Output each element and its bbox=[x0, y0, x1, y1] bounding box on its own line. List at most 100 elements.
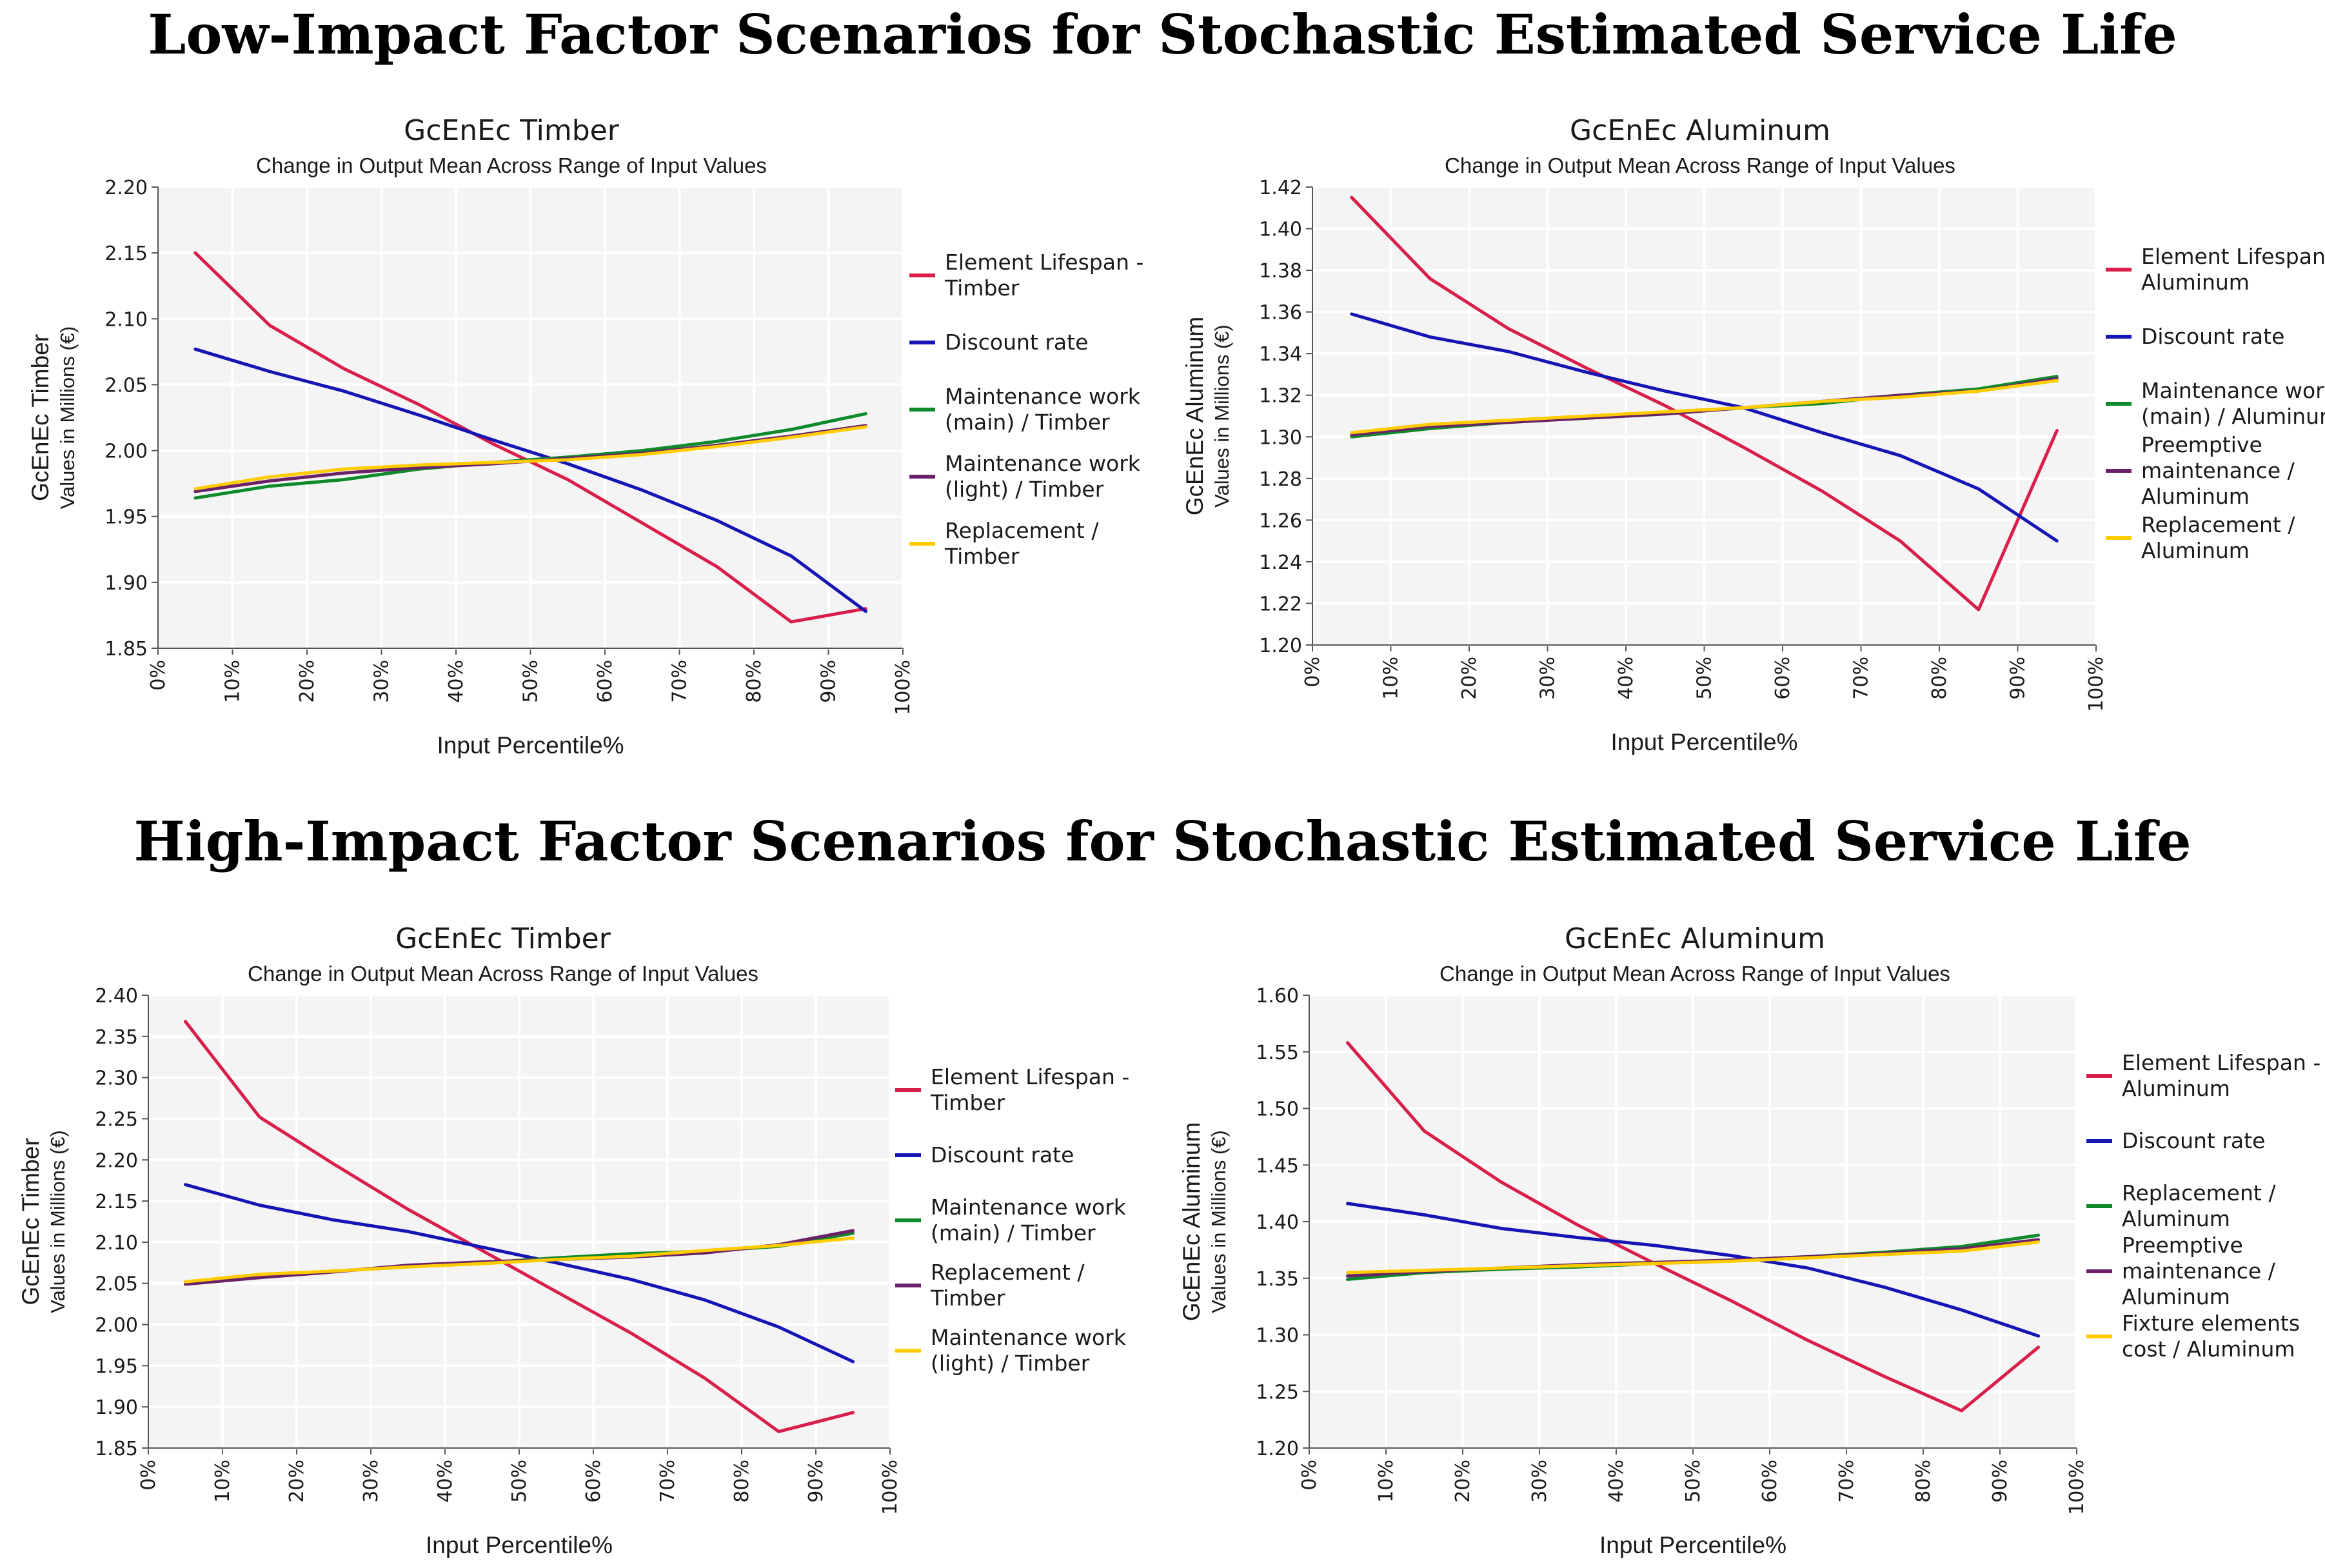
x-tick-label: 40% bbox=[434, 1460, 457, 1503]
x-tick-label: 70% bbox=[1835, 1460, 1858, 1503]
x-axis-title: Input Percentile% bbox=[437, 732, 624, 759]
chart-subtitle: Change in Output Mean Across Range of In… bbox=[1445, 154, 1955, 177]
series-line bbox=[193, 425, 867, 491]
x-tick-label: 40% bbox=[1605, 1460, 1628, 1503]
x-tick-label: 60% bbox=[1772, 657, 1794, 700]
legend-label: Maintenance work bbox=[931, 1195, 1127, 1220]
x-tick-label: 10% bbox=[1380, 657, 1403, 700]
chart-low-timber: GcEnEc Timber Change in Output Mean Acros… bbox=[27, 114, 1143, 759]
x-tick-label: 50% bbox=[1694, 657, 1716, 700]
y-tick-label: 1.35 bbox=[1256, 1268, 1299, 1291]
x-axis-title: Input Percentile% bbox=[1610, 729, 1797, 755]
legend-label: Timber bbox=[944, 275, 1020, 301]
legend-label: Maintenance work bbox=[945, 451, 1141, 476]
x-tick-label: 60% bbox=[1759, 1460, 1781, 1503]
series-line bbox=[1346, 1240, 2040, 1275]
y-tick-label: 2.25 bbox=[95, 1108, 138, 1131]
y-tick-label: 1.85 bbox=[95, 1438, 138, 1460]
chart-high-aluminum: GcEnEc Aluminum Change in Output Mean Acr… bbox=[1178, 922, 2320, 1558]
y-tick-label: 1.45 bbox=[1256, 1155, 1299, 1177]
legend-label: (main) / Timber bbox=[931, 1220, 1096, 1245]
x-axis-title: Input Percentile% bbox=[426, 1532, 613, 1558]
series-line bbox=[193, 347, 867, 613]
x-tick-label: 90% bbox=[818, 660, 840, 703]
legend-label: Element Lifespan - bbox=[2122, 1050, 2320, 1075]
y-tick-label: 1.34 bbox=[1259, 343, 1302, 366]
x-tick-label: 30% bbox=[1537, 657, 1559, 700]
x-tick-label: 90% bbox=[805, 1460, 827, 1503]
legend-label: Discount rate bbox=[931, 1142, 1074, 1167]
y-tick-label: 1.95 bbox=[95, 1355, 138, 1378]
x-tick-label: 20% bbox=[286, 1460, 308, 1503]
x-tick-label: 60% bbox=[582, 1460, 605, 1503]
x-tick-label: 50% bbox=[508, 1460, 531, 1503]
x-tick-label: 100% bbox=[2066, 1460, 2088, 1515]
chart-title: GcEnEc Aluminum bbox=[1565, 922, 1825, 955]
y-axis-subtitle: Values in Millions (€) bbox=[1211, 324, 1233, 508]
y-tick-label: 1.28 bbox=[1259, 468, 1302, 491]
y-tick-label: 1.26 bbox=[1259, 510, 1302, 532]
legend-label: Aluminum bbox=[2141, 270, 2250, 295]
y-tick-label: 2.35 bbox=[95, 1026, 138, 1049]
y-tick-label: 2.00 bbox=[95, 1315, 138, 1337]
legend-label: Maintenance work bbox=[2141, 378, 2325, 403]
series-line bbox=[184, 1183, 855, 1364]
chart-subtitle: Change in Output Mean Across Range of In… bbox=[248, 962, 758, 986]
y-tick-label: 1.85 bbox=[104, 638, 148, 660]
legend-label: Maintenance work bbox=[931, 1325, 1127, 1350]
x-tick-label: 100% bbox=[892, 660, 915, 715]
y-tick-label: 1.40 bbox=[1256, 1211, 1299, 1234]
x-tick-label: 100% bbox=[879, 1460, 902, 1515]
y-tick-label: 2.15 bbox=[104, 243, 148, 265]
x-tick-label: 100% bbox=[2085, 657, 2108, 712]
y-tick-label: 1.90 bbox=[95, 1396, 138, 1419]
x-tick-label: 0% bbox=[137, 1460, 160, 1491]
x-tick-label: 40% bbox=[1615, 657, 1637, 700]
legend-label: Discount rate bbox=[2122, 1128, 2265, 1153]
y-tick-label: 1.90 bbox=[104, 572, 148, 595]
x-tick-label: 40% bbox=[445, 660, 468, 703]
series-line bbox=[1350, 312, 2059, 543]
legend-label: Element Lifespan - bbox=[945, 250, 1143, 275]
y-tick-label: 2.10 bbox=[95, 1232, 138, 1255]
y-tick-label: 1.42 bbox=[1259, 177, 1302, 199]
y-tick-label: 2.05 bbox=[104, 374, 148, 397]
y-tick-label: 2.05 bbox=[95, 1273, 138, 1296]
legend-label: Aluminum bbox=[2122, 1076, 2230, 1101]
legend-label: (light) / Timber bbox=[945, 477, 1104, 502]
x-tick-label: 60% bbox=[594, 660, 617, 703]
legend-label: Maintenance work bbox=[945, 384, 1141, 409]
legend-label: Replacement / bbox=[2141, 512, 2295, 537]
legend-label: (light) / Timber bbox=[931, 1351, 1090, 1376]
y-tick-label: 1.30 bbox=[1259, 426, 1302, 449]
y-tick-label: 2.15 bbox=[95, 1191, 138, 1213]
x-tick-label: 90% bbox=[1989, 1460, 2012, 1503]
x-tick-label: 20% bbox=[1452, 1460, 1474, 1503]
y-tick-label: 1.24 bbox=[1259, 551, 1302, 574]
x-tick-label: 30% bbox=[360, 1460, 382, 1503]
legend-label: Discount rate bbox=[2141, 324, 2284, 349]
y-axis-subtitle: Values in Millions (€) bbox=[46, 1130, 69, 1313]
x-tick-label: 0% bbox=[147, 660, 170, 691]
chart-high-timber: GcEnEc Timber Change in Output Mean Acros… bbox=[17, 922, 1129, 1558]
legend-label: Replacement / bbox=[931, 1260, 1085, 1285]
legend-label: maintenance / bbox=[2141, 458, 2295, 483]
legend-label: Preemptive bbox=[2141, 432, 2262, 457]
legend-label: maintenance / bbox=[2122, 1258, 2276, 1284]
y-tick-label: 2.30 bbox=[95, 1067, 138, 1090]
x-tick-label: 50% bbox=[520, 660, 542, 703]
legend-label: Replacement / bbox=[2122, 1180, 2276, 1206]
x-tick-label: 70% bbox=[657, 1460, 679, 1503]
chart-title: GcEnEc Aluminum bbox=[1570, 114, 1830, 147]
y-tick-label: 1.40 bbox=[1259, 219, 1302, 241]
y-axis-title: GcEnEc Timber bbox=[27, 334, 54, 501]
x-tick-label: 0% bbox=[1298, 1460, 1321, 1491]
x-tick-label: 10% bbox=[1375, 1460, 1398, 1503]
y-tick-label: 1.20 bbox=[1259, 635, 1302, 657]
x-tick-label: 80% bbox=[731, 1460, 753, 1503]
chart-subtitle: Change in Output Mean Across Range of In… bbox=[256, 154, 767, 177]
legend-label: Aluminum bbox=[2141, 538, 2250, 563]
legend-label: (main) / Aluminum bbox=[2141, 404, 2325, 429]
y-tick-label: 1.55 bbox=[1256, 1042, 1299, 1064]
legend-label: (main) / Timber bbox=[945, 410, 1110, 435]
